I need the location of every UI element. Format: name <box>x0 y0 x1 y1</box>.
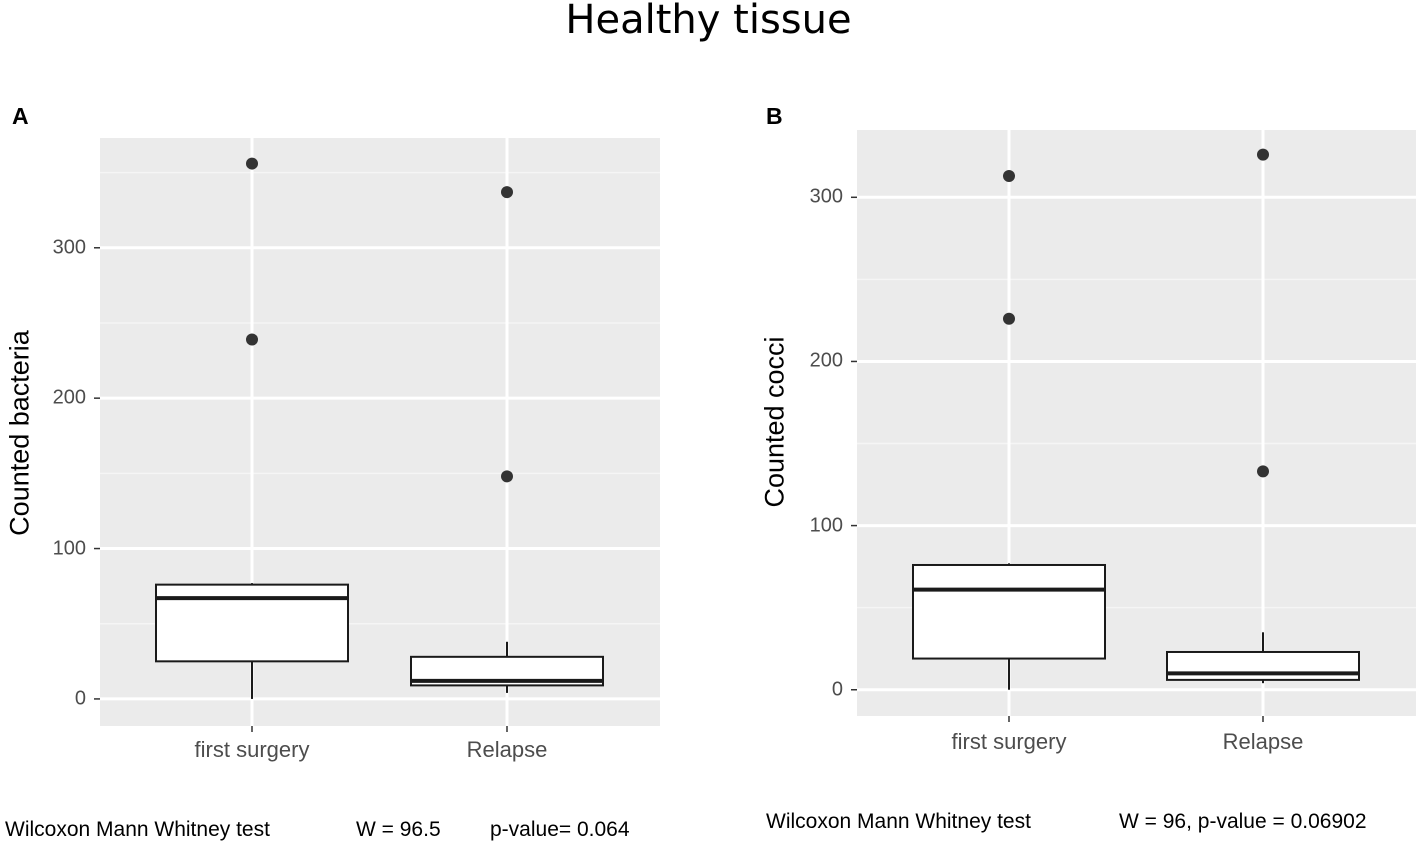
box-iqr <box>1166 650 1360 681</box>
outlier-point <box>1003 312 1015 325</box>
outlier-point <box>246 157 258 170</box>
panel-b-y-tick-label: 100 <box>809 514 843 537</box>
panel-a-y-tick-label: 0 <box>74 687 86 710</box>
panel-b-x-tick-label: first surgery <box>951 729 1067 754</box>
panel-b-y-tick-label: 300 <box>809 185 843 208</box>
panel-a-y-tick-label: 200 <box>52 386 86 409</box>
panel-a-test-statistic: W = 96.5 <box>356 818 441 841</box>
box-iqr <box>155 583 349 663</box>
outlier-point <box>1257 148 1269 161</box>
panel-a-x-tick-label: Relapse <box>466 737 548 762</box>
outlier-point <box>246 333 258 346</box>
panel-a-y-axis-label: Counted bacteria <box>4 330 35 536</box>
figure-title: Healthy tissue <box>565 0 852 43</box>
panel-b-test-name: Wilcoxon Mann Whitney test <box>766 810 1031 833</box>
panel-a-y-tick-label: 300 <box>52 236 86 259</box>
panel-a-x-tick-label: first surgery <box>194 737 310 762</box>
panel-b-x-tick-label: Relapse <box>1222 729 1304 754</box>
panel-a-label: A <box>12 103 29 129</box>
panel-a-y-tick-label: 100 <box>52 537 86 560</box>
outlier-point <box>1003 169 1015 182</box>
panel-a-p-value: p-value= 0.064 <box>490 818 630 841</box>
panel-a-test-name: Wilcoxon Mann Whitney test <box>5 818 270 841</box>
panel-a-box-relapse <box>410 186 604 693</box>
panel-b-y-tick-label: 200 <box>809 349 843 372</box>
panel-b-label: B <box>766 103 783 129</box>
panel-b-test-statistic: W = 96, p-value = 0.06902 <box>1119 810 1367 833</box>
panel-b-box-relapse <box>1166 148 1360 684</box>
outlier-point <box>501 470 513 483</box>
panel-b-box-first-surgery <box>912 169 1106 690</box>
panel-b-plot <box>851 130 1416 722</box>
panel-a-plot <box>94 138 660 732</box>
outlier-point <box>501 186 513 199</box>
panel-a-box-first-surgery <box>155 157 349 699</box>
outlier-point <box>1257 465 1269 478</box>
panel-b-y-tick-label: 0 <box>831 678 843 701</box>
box-iqr <box>912 563 1106 660</box>
